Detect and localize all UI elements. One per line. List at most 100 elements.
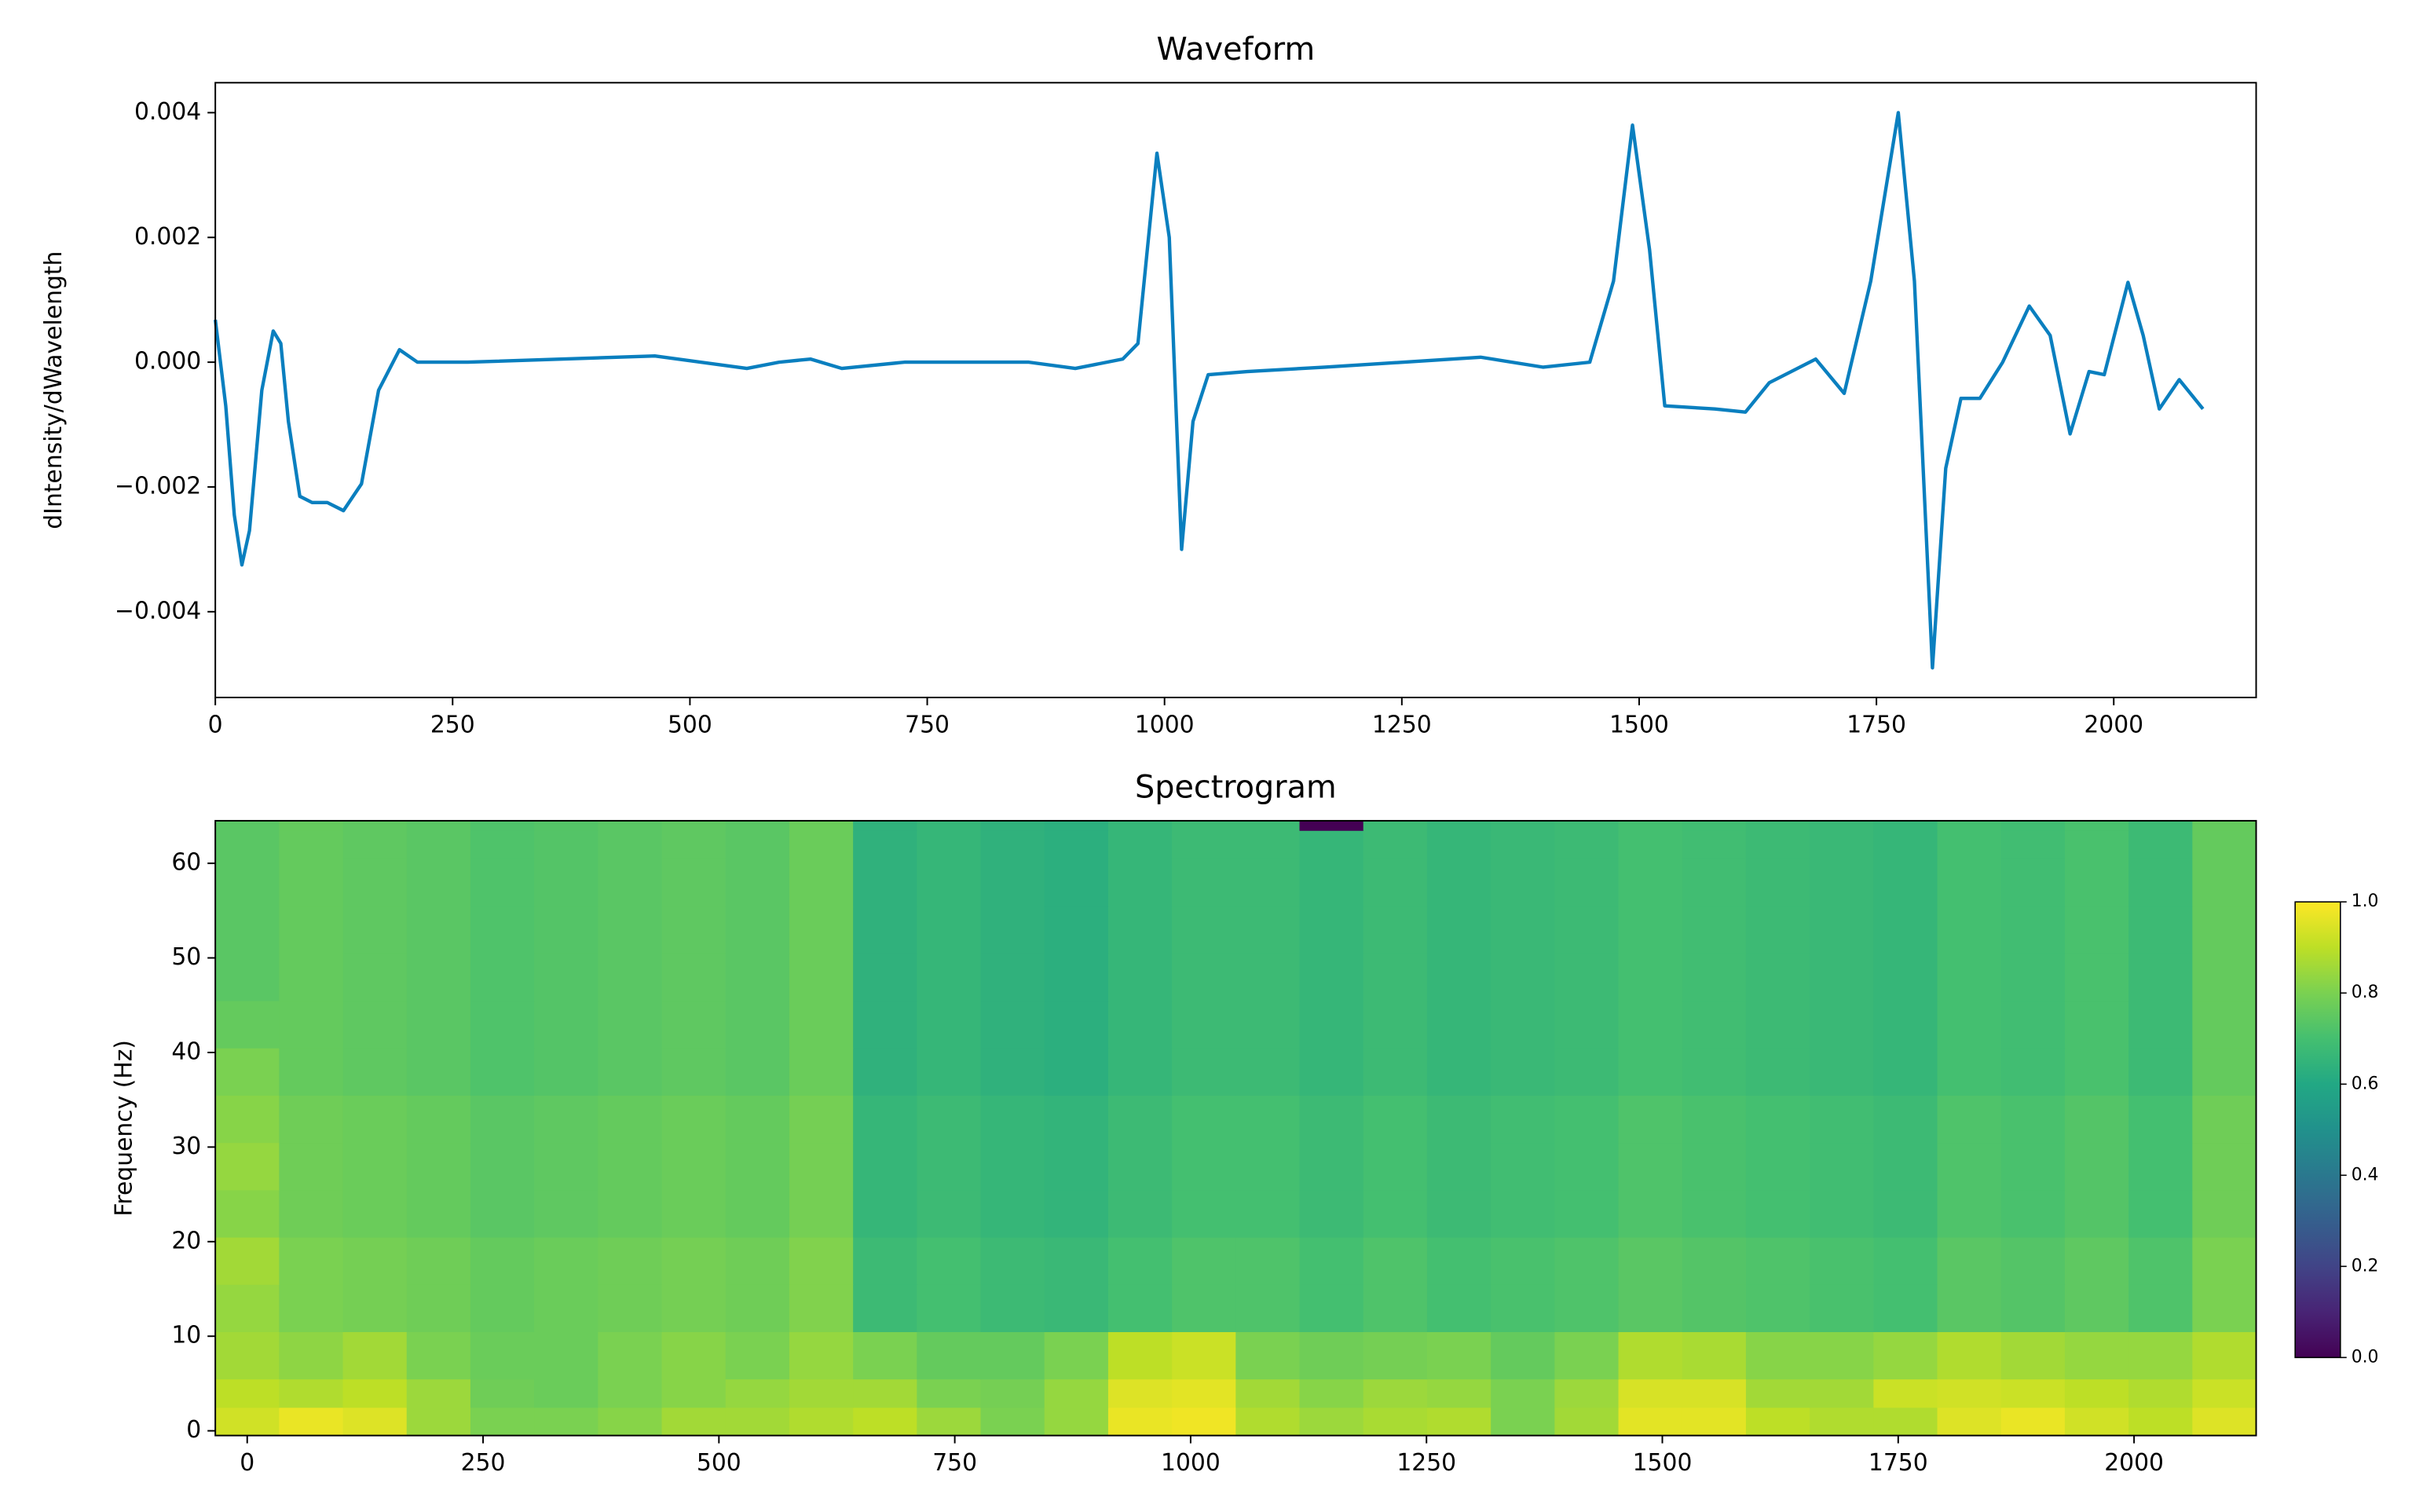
heatmap-cell: [1044, 820, 1109, 831]
heatmap-cell: [342, 1189, 408, 1238]
heatmap-cell: [661, 1047, 727, 1096]
heatmap-cell: [1044, 1283, 1109, 1332]
heatmap-cell: [1426, 1189, 1492, 1238]
heatmap-cell: [1044, 1378, 1109, 1408]
spectrogram-y-label: Frequency (Hz): [110, 1040, 137, 1217]
heatmap-cell: [2192, 1407, 2257, 1437]
heatmap-cell: [406, 906, 471, 954]
heatmap-cell: [215, 906, 280, 954]
heatmap-cell: [1107, 1378, 1173, 1408]
heatmap-cell: [2128, 906, 2194, 954]
heatmap-cell: [1172, 1189, 1237, 1238]
heatmap-cell: [1235, 906, 1301, 954]
heatmap-cell: [853, 859, 918, 907]
heatmap-cell: [1618, 1095, 1683, 1144]
x-tick-label: 1000: [1161, 1449, 1221, 1477]
heatmap-cell: [1618, 859, 1683, 907]
heatmap-cell: [1745, 1000, 1810, 1049]
heatmap-cell: [406, 820, 471, 831]
x-tick-label: 1250: [1396, 1449, 1456, 1477]
heatmap-cell: [2128, 1047, 2194, 1096]
heatmap-cell: [1618, 1378, 1683, 1408]
heatmap-cell: [342, 820, 408, 831]
heatmap-cell: [1363, 1047, 1428, 1096]
heatmap-cell: [2128, 1189, 2194, 1238]
heatmap-cell: [980, 1407, 1045, 1437]
heatmap-cell: [980, 953, 1045, 1001]
heatmap-cell: [980, 1095, 1045, 1144]
heatmap-cell: [2192, 820, 2257, 831]
heatmap-cell: [342, 1378, 408, 1408]
heatmap-cell: [1873, 1142, 1938, 1191]
heatmap-cell: [215, 1283, 280, 1332]
heatmap-cell: [661, 1142, 727, 1191]
heatmap-cell: [2064, 906, 2129, 954]
heatmap-cell: [342, 1283, 408, 1332]
heatmap-cell: [853, 829, 918, 859]
heatmap-cell: [1810, 1095, 1875, 1144]
heatmap-cell: [215, 1236, 280, 1285]
heatmap-cell: [1810, 1283, 1875, 1332]
heatmap-cell: [406, 829, 471, 859]
heatmap-cell: [598, 1095, 663, 1144]
heatmap-cell: [470, 1378, 535, 1408]
heatmap-cell: [1491, 906, 1556, 954]
heatmap-cell: [2000, 953, 2066, 1001]
heatmap-cell: [980, 906, 1045, 954]
heatmap-cell: [2000, 1407, 2066, 1437]
heatmap-cell: [1618, 829, 1683, 859]
heatmap-cell: [917, 1407, 982, 1437]
heatmap-cell: [342, 1000, 408, 1049]
heatmap-cell: [725, 1283, 790, 1332]
heatmap-cell: [2064, 1000, 2129, 1049]
heatmap-cell: [1491, 1000, 1556, 1049]
heatmap-cell: [1810, 829, 1875, 859]
x-tick-label: 750: [932, 1449, 977, 1477]
heatmap-cell: [661, 1189, 727, 1238]
heatmap-cell: [1682, 1000, 1747, 1049]
heatmap-cell: [1682, 1407, 1747, 1437]
heatmap-cell: [1299, 953, 1364, 1001]
heatmap-cell: [1299, 1407, 1364, 1437]
colorbar-tick-label: 0.2: [2352, 1256, 2379, 1276]
y-tick-label: 50: [171, 943, 201, 971]
heatmap-cell: [2064, 1047, 2129, 1096]
heatmap-cell: [1044, 1407, 1109, 1437]
heatmap-cell: [917, 1236, 982, 1285]
heatmap-cell: [1491, 1331, 1556, 1380]
heatmap-cell: [215, 1189, 280, 1238]
heatmap-cell: [725, 1189, 790, 1238]
heatmap-cell: [279, 1331, 344, 1380]
y-tick-label: 0.002: [134, 223, 201, 251]
heatmap-cell: [1363, 820, 1428, 831]
heatmap-cell: [1172, 859, 1237, 907]
heatmap-cell: [980, 1000, 1045, 1049]
heatmap-cell: [406, 1378, 471, 1408]
heatmap-cell: [1491, 1236, 1556, 1285]
heatmap-cell: [1107, 1407, 1173, 1437]
heatmap-cell: [1618, 1000, 1683, 1049]
heatmap-cell: [2000, 1142, 2066, 1191]
heatmap-cell: [1235, 953, 1301, 1001]
heatmap-cell: [406, 1407, 471, 1437]
heatmap-cell: [1745, 1236, 1810, 1285]
heatmap-cell: [1363, 1236, 1428, 1285]
heatmap-cell: [1554, 859, 1620, 907]
heatmap-cell: [279, 829, 344, 859]
heatmap-cell: [215, 820, 280, 831]
heatmap-cell: [1299, 1095, 1364, 1144]
heatmap-cell: [1810, 820, 1875, 831]
heatmap-cell: [1810, 1331, 1875, 1380]
heatmap-cell: [1554, 1331, 1620, 1380]
heatmap-cell: [534, 906, 599, 954]
heatmap-cell: [406, 953, 471, 1001]
heatmap-cell: [279, 1283, 344, 1332]
heatmap-cell: [917, 829, 982, 859]
heatmap-cell: [1682, 859, 1747, 907]
y-tick-label: 10: [171, 1322, 201, 1349]
heatmap-cell: [598, 1283, 663, 1332]
heatmap-cell: [2192, 1047, 2257, 1096]
heatmap-cell: [1426, 829, 1492, 859]
x-tick-label: 0: [240, 1449, 254, 1477]
heatmap-cell: [2000, 829, 2066, 859]
